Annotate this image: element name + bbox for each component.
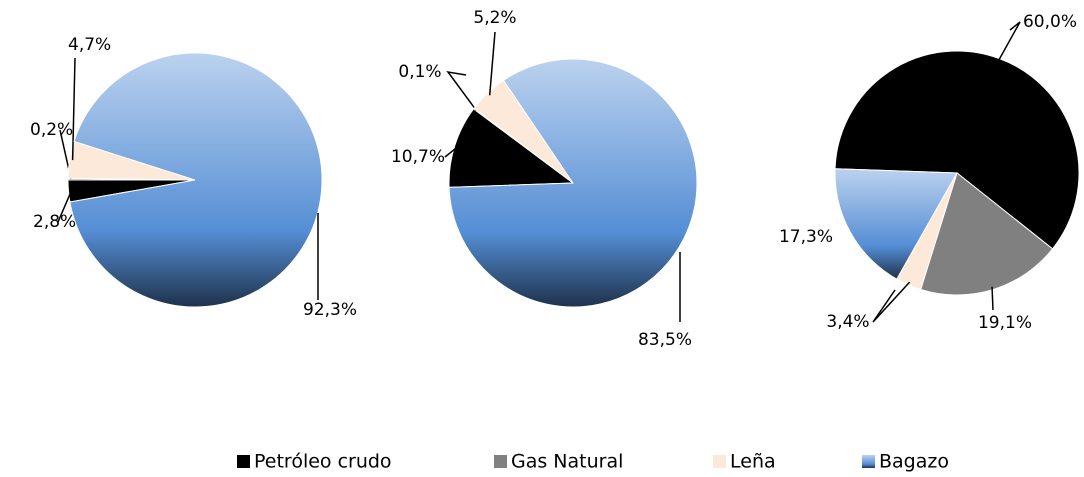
- data-label: 4,7%: [68, 35, 111, 55]
- leader-line: [872, 281, 911, 323]
- leader-line: [71, 57, 76, 161]
- data-label: 10,7%: [391, 147, 445, 167]
- data-label: 83,5%: [638, 330, 692, 350]
- data-label: 3,4%: [826, 312, 869, 332]
- legend-label: Gas Natural: [511, 451, 623, 473]
- leader-line: [444, 146, 458, 158]
- data-label: 0,2%: [30, 120, 73, 140]
- legend-swatch: [237, 455, 250, 468]
- leader-line: [57, 190, 73, 223]
- data-label: 0,1%: [398, 62, 441, 82]
- data-label: 60,0%: [1023, 12, 1077, 32]
- data-label: 2,8%: [33, 212, 76, 232]
- pie-slice: [69, 52, 323, 308]
- leader-line: [446, 70, 477, 111]
- legend-label: Petróleo crudo: [254, 451, 392, 473]
- data-label: 5,2%: [473, 8, 516, 28]
- data-label: 92,3%: [303, 300, 357, 320]
- legend-swatch: [713, 455, 726, 468]
- leader-line: [997, 21, 1021, 62]
- pie-slice: [920, 172, 1054, 296]
- data-label: 17,3%: [779, 227, 833, 247]
- data-label: 19,1%: [978, 313, 1032, 333]
- pie-slice: [448, 58, 698, 308]
- legend-swatch: [862, 455, 875, 468]
- pie-slice: [834, 168, 958, 280]
- pie-slice: [448, 108, 575, 188]
- leader-line: [488, 31, 496, 96]
- legend-label: Leña: [730, 451, 776, 473]
- legend-label: Bagazo: [879, 451, 949, 473]
- legend-swatch: [494, 455, 507, 468]
- leader-line: [991, 286, 994, 311]
